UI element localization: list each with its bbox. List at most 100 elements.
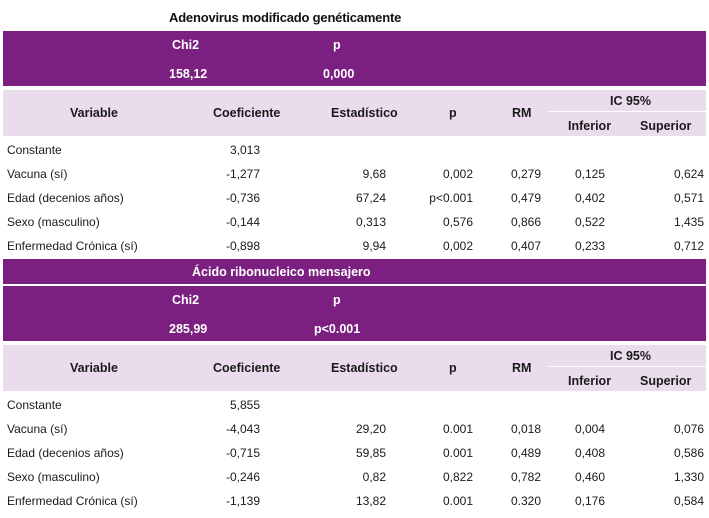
cell-variable: Vacuna (sí) [7, 422, 68, 436]
table-1-chi2-label: Chi2 [172, 38, 200, 52]
cell-coeficiente: -0,736 [225, 191, 260, 205]
cell-superior: 0,624 [673, 167, 704, 181]
cell-superior: 0,571 [673, 191, 704, 205]
cell-variable: Vacuna (sí) [7, 167, 68, 181]
cell-variable: Constante [7, 398, 62, 412]
cell-inferior: 0,233 [574, 239, 605, 253]
table-2-title-separator [3, 284, 706, 286]
table-1-header-rm: RM [512, 106, 532, 120]
table-1-header-coeficiente: Coeficiente [213, 106, 281, 120]
table-row: Enfermedad Crónica (sí) -0,898 9,94 0,002 0,… [3, 234, 706, 258]
cell-rm: 0,866 [510, 215, 541, 229]
cell-variable: Sexo (masculino) [7, 470, 100, 484]
cell-superior: 0,076 [673, 422, 704, 436]
cell-coeficiente: 5,855 [229, 398, 260, 412]
cell-inferior: 0,522 [574, 215, 605, 229]
cell-p: 0,576 [442, 215, 473, 229]
cell-p: 0,822 [442, 470, 473, 484]
cell-variable: Constante [7, 143, 62, 157]
table-2-ic-divider [549, 366, 706, 367]
cell-p: 0.001 [442, 494, 473, 508]
cell-estadistico: 13,82 [355, 494, 386, 508]
cell-rm: 0,479 [510, 191, 541, 205]
cell-p: p<0.001 [429, 191, 473, 205]
table-1-p-value: 0,000 [323, 67, 355, 81]
cell-superior: 1,435 [673, 215, 704, 229]
cell-rm: 0,018 [510, 422, 541, 436]
cell-superior: 0,712 [673, 239, 704, 253]
cell-rm: 0,782 [510, 470, 541, 484]
cell-p: 0,002 [442, 239, 473, 253]
table-row: Constante 3,013 [3, 138, 706, 162]
table-2-p-value: p<0.001 [314, 322, 361, 336]
cell-variable: Edad (decenios años) [7, 446, 124, 460]
table-1-header-superior: Superior [640, 119, 692, 133]
table-row: Sexo (masculino) -0,144 0,313 0,576 0,866 0,5… [3, 210, 706, 234]
table-row: Constante 5,855 [3, 393, 706, 417]
cell-coeficiente: -1,277 [225, 167, 260, 181]
table-row: Vacuna (sí) -4,043 29,20 0.001 0,018 0,004 0,0… [3, 417, 706, 441]
cell-p: 0,002 [442, 167, 473, 181]
table-row: Enfermedad Crónica (sí) -1,139 13,82 0.001 0… [3, 489, 706, 513]
cell-variable: Enfermedad Crónica (sí) [7, 239, 138, 253]
cell-coeficiente: -1,139 [225, 494, 260, 508]
cell-coeficiente: -4,043 [225, 422, 260, 436]
table-1-ic-divider [549, 111, 706, 112]
cell-inferior: 0,004 [574, 422, 605, 436]
table-1-title-bar: Adenovirus modificado genéticamente [3, 6, 706, 28]
table-2-header-estadistico: Estadístico [331, 361, 398, 375]
cell-coeficiente: -0,144 [225, 215, 260, 229]
table-2-header-rm: RM [512, 361, 532, 375]
table-2-body: Constante 5,855 Vacuna (sí) -4,043 29,20 0.00… [3, 393, 706, 513]
cell-p: 0.001 [442, 422, 473, 436]
table-2-header-variable: Variable [70, 361, 118, 375]
cell-estadistico: 0,313 [355, 215, 386, 229]
cell-variable: Enfermedad Crónica (sí) [7, 494, 138, 508]
cell-estadistico: 59,85 [355, 446, 386, 460]
cell-superior: 0,586 [673, 446, 704, 460]
cell-superior: 0,584 [673, 494, 704, 508]
table-2-top-bar: Ácido ribonucleico mensajero Chi2 p 285,… [3, 259, 706, 341]
table-2-header-ic: IC 95% [610, 349, 651, 363]
cell-superior: 1,330 [673, 470, 704, 484]
cell-variable: Edad (decenios años) [7, 191, 124, 205]
cell-estadistico: 67,24 [355, 191, 386, 205]
cell-coeficiente: -0,715 [225, 446, 260, 460]
table-1-header-estadistico: Estadístico [331, 106, 398, 120]
cell-variable: Sexo (masculino) [7, 215, 100, 229]
cell-estadistico: 9,94 [362, 239, 386, 253]
cell-estadistico: 9,68 [362, 167, 386, 181]
cell-inferior: 0,402 [574, 191, 605, 205]
cell-rm: 0.320 [510, 494, 541, 508]
table-1-header-inferior: Inferior [568, 119, 612, 133]
cell-rm: 0,407 [510, 239, 541, 253]
cell-estadistico: 29,20 [355, 422, 386, 436]
cell-inferior: 0,125 [574, 167, 605, 181]
table-1-title: Adenovirus modificado genéticamente [169, 10, 402, 25]
table-2-header-coeficiente: Coeficiente [213, 361, 281, 375]
cell-estadistico: 0,82 [362, 470, 386, 484]
cell-inferior: 0,176 [574, 494, 605, 508]
table-1-header-p: p [449, 106, 457, 120]
table-1-header-ic: IC 95% [610, 94, 651, 108]
table-2-header-p: p [449, 361, 457, 375]
table-row: Vacuna (sí) -1,277 9,68 0,002 0,279 0,125 0,62… [3, 162, 706, 186]
table-1-summary-bar: Chi2 p 158,12 0,000 [3, 31, 706, 86]
table-row: Edad (decenios años) -0,715 59,85 0.001 0,48… [3, 441, 706, 465]
cell-rm: 0,279 [510, 167, 541, 181]
table-2-p-label: p [333, 293, 341, 307]
table-row: Edad (decenios años) -0,736 67,24 p<0.001 0,… [3, 186, 706, 210]
cell-coeficiente: -0,246 [225, 470, 260, 484]
cell-inferior: 0,460 [574, 470, 605, 484]
table-2-header: Variable Coeficiente Estadístico p RM IC… [3, 345, 706, 391]
table-1-body: Constante 3,013 Vacuna (sí) -1,277 9,68 0,002… [3, 138, 706, 258]
table-2-header-superior: Superior [640, 374, 692, 388]
table-2-header-inferior: Inferior [568, 374, 612, 388]
table-2-chi2-value: 285,99 [169, 322, 208, 336]
table-1-header-variable: Variable [70, 106, 118, 120]
cell-coeficiente: 3,013 [229, 143, 260, 157]
table-1-p-label: p [333, 38, 341, 52]
table-row: Sexo (masculino) -0,246 0,82 0,822 0,782 0,46… [3, 465, 706, 489]
cell-coeficiente: -0,898 [225, 239, 260, 253]
table-2-title: Ácido ribonucleico mensajero [192, 265, 371, 279]
